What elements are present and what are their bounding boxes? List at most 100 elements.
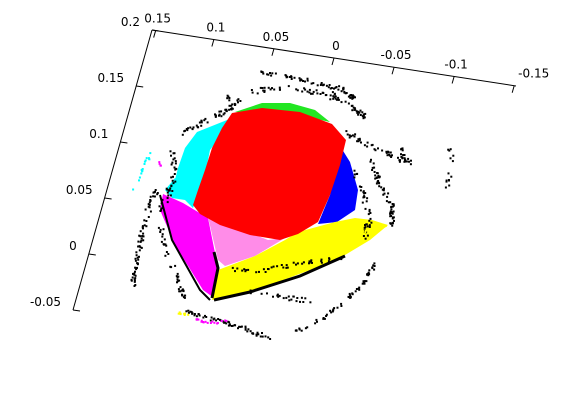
background-point: [374, 174, 377, 177]
background-point: [401, 149, 404, 152]
background-point: [189, 126, 192, 129]
background-point: [368, 208, 371, 211]
background-point: [227, 324, 230, 327]
background-point: [170, 154, 172, 157]
background-point: [157, 226, 160, 229]
background-point: [315, 89, 318, 92]
segments: [160, 103, 388, 300]
background-point: [354, 290, 357, 293]
background-point: [345, 130, 348, 133]
background-point: [135, 251, 138, 254]
background-point: [228, 321, 231, 324]
background-point: [364, 112, 367, 115]
background-point: [357, 287, 360, 290]
background-point: [367, 213, 370, 216]
background-point: [444, 186, 447, 189]
background-point: [143, 224, 146, 227]
background-point: [170, 176, 173, 179]
background-point: [368, 210, 371, 213]
background-point: [239, 100, 242, 102]
background-point: [198, 314, 201, 317]
stray-yellow-point: [364, 230, 367, 232]
background-point: [359, 109, 362, 112]
stray-yellow-point: [179, 312, 182, 315]
background-point: [134, 259, 137, 262]
background-point: [405, 160, 408, 163]
background-point: [310, 259, 313, 262]
background-point: [372, 162, 375, 165]
background-point: [293, 76, 296, 79]
segment-yellow: [212, 218, 388, 300]
background-point: [214, 115, 217, 118]
background-point: [364, 237, 367, 240]
background-point: [391, 222, 394, 225]
background-point: [223, 112, 226, 115]
background-point: [348, 134, 351, 137]
background-point: [264, 335, 267, 338]
background-point: [280, 264, 283, 266]
background-point: [377, 180, 380, 182]
background-point: [357, 140, 360, 143]
background-point: [169, 265, 172, 268]
background-point: [172, 182, 175, 185]
background-point: [200, 121, 203, 124]
background-point: [172, 158, 175, 161]
edge-bottom-yellow: [213, 254, 346, 302]
background-point: [138, 249, 141, 252]
background-point: [236, 267, 239, 270]
background-point: [167, 253, 170, 255]
background-point: [302, 80, 304, 82]
stray-cyan-point: [144, 159, 147, 162]
background-point: [445, 180, 448, 183]
left-axis-ticks: 0.2 0.15 0.1 0.05 0 -0.05: [30, 15, 160, 312]
background-point: [213, 317, 216, 320]
background-point: [392, 210, 395, 213]
background-point: [358, 137, 361, 140]
background-point: [352, 106, 355, 109]
background-point: [287, 85, 290, 88]
background-point: [407, 157, 410, 160]
background-point: [328, 257, 331, 260]
background-point: [288, 299, 291, 302]
background-point: [391, 203, 394, 205]
background-point: [240, 325, 243, 328]
x-tick-label: 0: [332, 39, 340, 53]
background-point: [169, 187, 172, 190]
background-point: [134, 277, 137, 280]
background-point: [329, 98, 332, 101]
background-point: [360, 186, 363, 188]
background-point: [173, 152, 176, 155]
stray-cyan-point: [145, 157, 148, 160]
background-point: [264, 271, 267, 273]
background-point: [161, 207, 164, 209]
background-point: [156, 192, 159, 194]
background-point: [329, 87, 332, 90]
background-point: [365, 280, 368, 283]
background-point: [362, 191, 365, 194]
background-point: [369, 212, 372, 214]
background-point: [360, 141, 362, 144]
background-point: [261, 332, 263, 334]
background-point: [221, 320, 224, 323]
x-tick-label: 0.15: [144, 12, 171, 26]
background-point: [164, 243, 167, 246]
background-point: [344, 100, 347, 103]
background-point: [370, 221, 373, 224]
y-tick-mark: [88, 253, 96, 256]
background-point: [357, 138, 360, 141]
background-point: [333, 93, 336, 96]
background-point: [320, 258, 323, 261]
background-point: [340, 101, 343, 104]
background-point: [385, 150, 388, 153]
background-point: [380, 186, 383, 189]
background-point: [276, 265, 279, 268]
x-tick-mark: [391, 67, 395, 75]
background-point: [363, 144, 366, 147]
background-point: [227, 95, 230, 98]
background-point: [364, 192, 367, 194]
background-point: [167, 194, 170, 197]
background-point: [205, 316, 208, 318]
background-point: [327, 86, 330, 89]
background-point: [391, 217, 394, 220]
background-point: [300, 329, 303, 332]
